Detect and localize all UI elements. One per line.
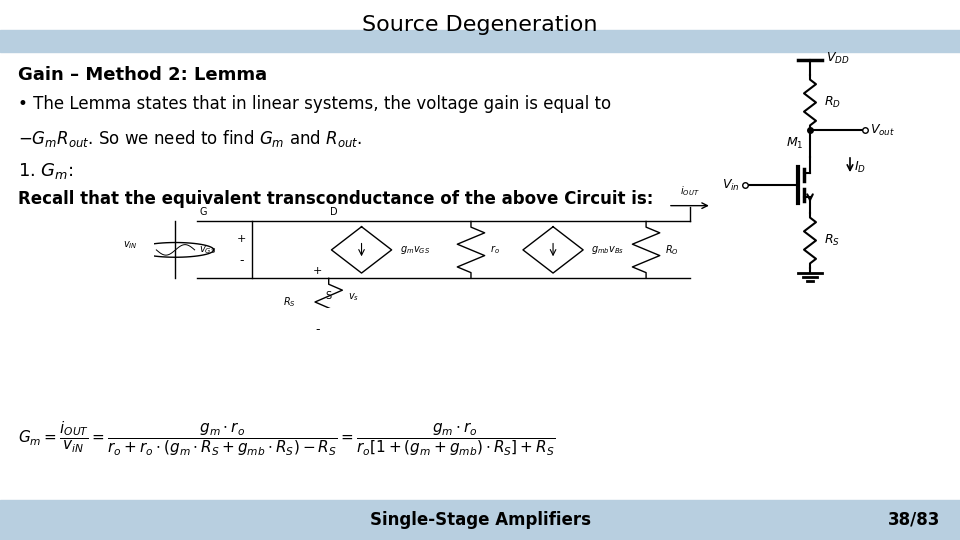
Text: +: + — [313, 266, 323, 276]
Text: $R_O$: $R_O$ — [665, 243, 679, 257]
Text: $g_m v_{GS}$: $g_m v_{GS}$ — [399, 244, 430, 256]
Text: $R_D$: $R_D$ — [824, 95, 841, 110]
Text: $V_{in}$: $V_{in}$ — [722, 178, 740, 193]
Text: $v_{IN}$: $v_{IN}$ — [123, 239, 137, 251]
Text: D: D — [330, 207, 338, 217]
Bar — [0, 500, 960, 540]
Text: $r_o$: $r_o$ — [491, 244, 500, 256]
Text: Single-Stage Amplifiers: Single-Stage Amplifiers — [370, 511, 590, 529]
Text: • The Lemma states that in linear systems, the voltage gain is equal to: • The Lemma states that in linear system… — [18, 95, 612, 113]
Text: $M_1$: $M_1$ — [786, 136, 804, 151]
Text: $g_{mb}v_{Bs}$: $g_{mb}v_{Bs}$ — [591, 244, 625, 256]
Text: Recall that the equivalent transconductance of the above Circuit is:: Recall that the equivalent transconducta… — [18, 190, 654, 208]
Text: 1. $\mathit{G_m}$:: 1. $\mathit{G_m}$: — [18, 161, 74, 181]
Text: $V_{DD}$: $V_{DD}$ — [826, 50, 850, 65]
Text: $R_S$: $R_S$ — [824, 233, 840, 248]
Text: $R_S$: $R_S$ — [283, 295, 296, 309]
Text: $i_{OUT}$: $i_{OUT}$ — [680, 185, 700, 198]
Text: $V_{out}$: $V_{out}$ — [870, 123, 895, 138]
Text: Gain – Method 2: Lemma: Gain – Method 2: Lemma — [18, 66, 267, 84]
Text: Source Degeneration: Source Degeneration — [362, 15, 598, 35]
Text: +: + — [236, 234, 246, 245]
Bar — [0, 30, 960, 52]
Text: $I_D$: $I_D$ — [854, 159, 866, 174]
Text: -: - — [239, 254, 244, 267]
Text: S: S — [325, 291, 332, 301]
Text: $v_s$: $v_s$ — [348, 291, 359, 302]
Text: $G_m = \dfrac{i_{OUT}}{v_{iN}} = \dfrac{g_m \cdot r_o}{r_o + r_o \cdot (g_m \cdo: $G_m = \dfrac{i_{OUT}}{v_{iN}} = \dfrac{… — [18, 420, 556, 458]
Text: $\mathit{-G_m R_{out}}$. So we need to find $\mathit{G_m}$ and $\mathit{R_{out}}: $\mathit{-G_m R_{out}}$. So we need to f… — [18, 128, 362, 149]
Text: $v_{GS}$: $v_{GS}$ — [200, 244, 217, 256]
Text: 38/83: 38/83 — [888, 511, 940, 529]
Text: -: - — [316, 323, 320, 336]
Text: G: G — [199, 207, 206, 217]
